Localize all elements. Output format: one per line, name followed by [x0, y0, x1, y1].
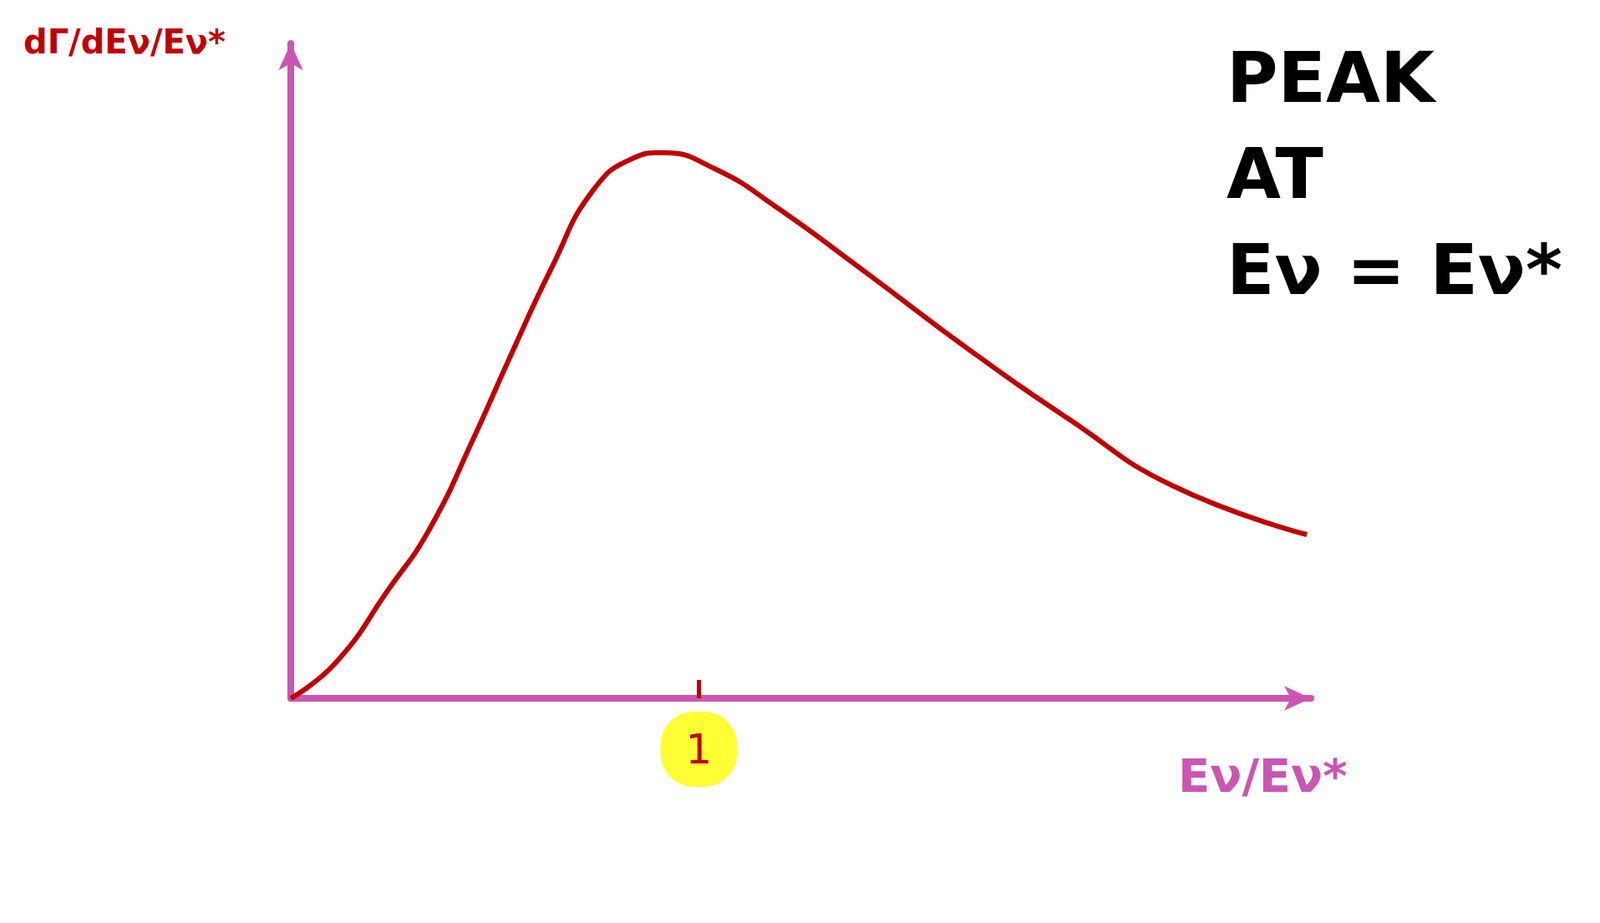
svg-text:PEAK: PEAK [1226, 36, 1438, 119]
svg-text:Eν/Eν*: Eν/Eν* [1178, 748, 1348, 803]
svg-text:dΓ/dEν/Eν*: dΓ/dEν/Eν* [23, 22, 226, 61]
svg-text:AT: AT [1226, 132, 1324, 215]
svg-text:1: 1 [685, 725, 712, 774]
svg-text:Eν = Eν*: Eν = Eν* [1226, 228, 1563, 311]
